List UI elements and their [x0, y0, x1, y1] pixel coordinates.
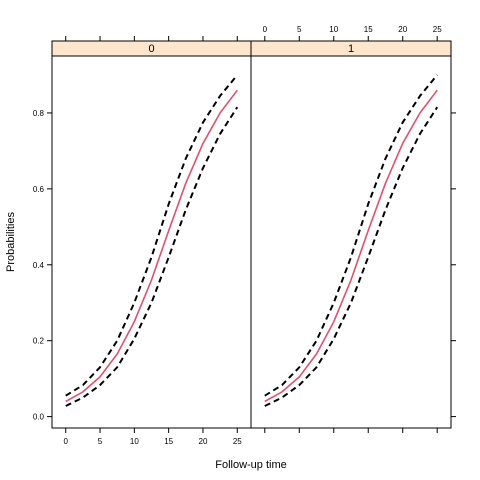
x-tick-label-top-5: 5: [297, 25, 302, 34]
strip-label-0: 0: [148, 43, 154, 55]
y-tick-label-4: 0.8: [33, 109, 45, 118]
axes-layer: 0 5 10 15 20 250 5 10 15 20 250.00.20.40.60.8: [33, 25, 456, 446]
series-fit-line-panel-0: [65, 89, 238, 403]
x-tick-label-top-10: 10: [329, 25, 338, 34]
x-tick-label-top-20: 20: [398, 25, 407, 34]
x-tick-label-bottom-10: 10: [130, 437, 139, 446]
panel-frame-1: [250, 55, 452, 429]
strip-label-1: 1: [348, 43, 354, 55]
y-tick-label-2: 0.4: [33, 261, 45, 270]
x-tick-label-top-0: 0: [263, 25, 268, 34]
series-upper-line-panel-0: [65, 74, 239, 397]
x-tick-label-bottom-0: 0: [63, 437, 68, 446]
y-axis-title: Probabilities: [5, 212, 17, 272]
x-tick-label-bottom-15: 15: [164, 437, 173, 446]
series-lower-line-panel-0: [65, 106, 239, 407]
x-axis-title: Follow-up time: [215, 459, 287, 471]
x-tick-label-top-15: 15: [364, 25, 373, 34]
series-fit-line-panel-1: [264, 89, 438, 403]
y-tick-label-0: 0.0: [33, 413, 45, 422]
x-tick-label-bottom-25: 25: [233, 437, 242, 446]
x-tick-label-top-25: 25: [433, 25, 442, 34]
series-upper-line-panel-1: [264, 74, 438, 397]
x-tick-label-bottom-20: 20: [199, 437, 208, 446]
x-tick-label-bottom-5: 5: [98, 437, 103, 446]
y-tick-label-1: 0.2: [33, 337, 45, 346]
series-lower-line-panel-1: [264, 106, 439, 407]
y-tick-label-3: 0.6: [33, 185, 45, 194]
